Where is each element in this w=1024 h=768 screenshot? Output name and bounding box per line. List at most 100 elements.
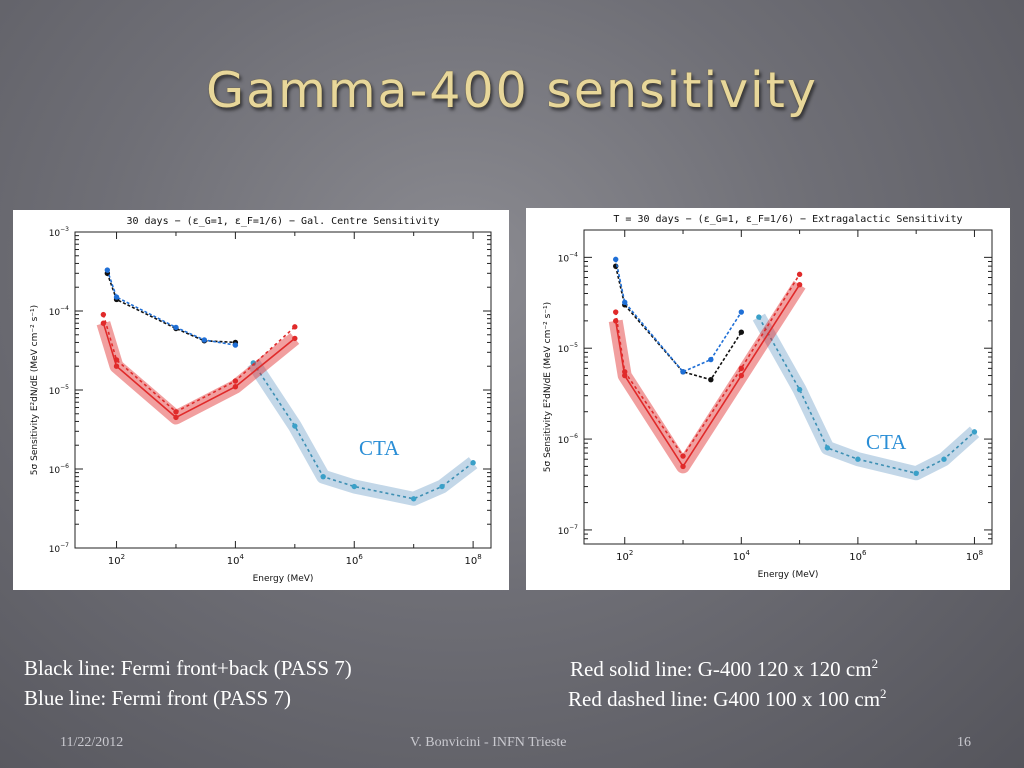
data-point xyxy=(622,372,628,379)
chart-extragalactic: T = 30 days − (ε_G=1, ε_F=1/6) − Extraga… xyxy=(543,214,993,580)
series-g400_120 xyxy=(96,320,300,425)
data-point xyxy=(292,324,298,330)
x-tick-label: 104 xyxy=(227,553,245,567)
data-point xyxy=(104,267,111,273)
data-point xyxy=(351,483,357,490)
data-point xyxy=(100,311,107,318)
data-point xyxy=(113,363,120,369)
data-point xyxy=(680,463,686,470)
series-g400_100 xyxy=(613,271,803,459)
y-tick-label: 10−5 xyxy=(558,342,578,355)
data-point xyxy=(613,256,619,263)
data-point xyxy=(738,309,745,315)
data-point xyxy=(173,409,179,415)
chart-extragalactic-panel: T = 30 days − (ε_G=1, ε_F=1/6) − Extraga… xyxy=(526,208,1010,590)
y-tick-label: 10−6 xyxy=(558,433,578,446)
series-line xyxy=(106,273,236,344)
series-band xyxy=(608,280,806,474)
data-point xyxy=(292,335,298,342)
series-line xyxy=(252,362,474,500)
x-tick-label: 108 xyxy=(966,549,983,563)
y-tick-label: 10−3 xyxy=(49,226,69,239)
footer-author: V. Bonvicini - INFN Trieste xyxy=(410,735,567,750)
data-point xyxy=(439,483,445,490)
chart-title: 30 days − (ε_G=1, ε_F=1/6) − Gal. Centre… xyxy=(126,216,439,227)
series-g400_100 xyxy=(100,311,298,415)
data-point xyxy=(680,453,686,459)
data-point xyxy=(622,369,628,375)
data-point xyxy=(738,365,745,372)
data-point xyxy=(320,473,326,480)
chart-gal-centre-panel: 30 days − (ε_G=1, ε_F=1/6) − Gal. Centre… xyxy=(13,210,509,590)
legend-red-solid-line: Red solid line: G-400 120 x 120 cm2 xyxy=(570,656,878,682)
data-point xyxy=(173,414,179,421)
x-tick-label: 102 xyxy=(108,553,125,567)
slide-title: Gamma-400 sensitivity xyxy=(206,62,818,119)
data-point xyxy=(613,309,619,315)
data-point xyxy=(913,470,919,476)
data-point xyxy=(232,342,239,348)
data-point xyxy=(941,456,947,462)
data-point xyxy=(470,460,476,466)
data-point xyxy=(622,299,628,306)
series-g400_120 xyxy=(608,280,806,474)
data-point xyxy=(680,369,686,375)
y-tick-label: 10−4 xyxy=(49,305,69,318)
data-point xyxy=(113,357,120,363)
y-tick-label: 10−7 xyxy=(49,542,69,555)
x-tick-label: 106 xyxy=(346,553,364,567)
y-axis-label: 5σ Sensitivity E²dN/dE (MeV cm⁻² s⁻¹) xyxy=(30,305,40,475)
data-point xyxy=(738,329,745,335)
legend-red-dashed-line: Red dashed line: G400 100 x 100 cm2 xyxy=(568,686,887,712)
series-fermi_front xyxy=(104,267,239,348)
data-point xyxy=(708,377,714,383)
legend-red-solid-sup: 2 xyxy=(871,656,879,671)
data-point xyxy=(756,314,762,320)
x-tick-label: 102 xyxy=(616,549,633,563)
data-point xyxy=(708,356,714,363)
series-line xyxy=(614,259,742,373)
data-point xyxy=(232,378,239,384)
legend-red-dashed-text: Red dashed line: G400 100 x 100 cm xyxy=(568,687,881,711)
series-cta xyxy=(752,313,980,481)
series-fermi_front xyxy=(613,256,745,375)
data-point xyxy=(738,372,745,379)
cta-annotation: CTA xyxy=(359,436,400,460)
data-point xyxy=(113,294,120,300)
data-point xyxy=(971,429,978,435)
series-cta xyxy=(247,359,478,506)
y-tick-label: 10−7 xyxy=(558,524,578,537)
y-tick-label: 10−5 xyxy=(49,384,69,397)
data-point xyxy=(796,271,803,278)
legend-red-dashed-sup: 2 xyxy=(880,686,887,701)
data-point xyxy=(855,456,861,462)
plot-frame xyxy=(583,229,993,545)
series-fermi_front_back xyxy=(613,263,745,383)
series-line xyxy=(106,269,236,346)
series-band xyxy=(247,359,478,506)
data-point xyxy=(410,496,417,502)
data-point xyxy=(796,282,803,288)
data-point xyxy=(824,445,831,451)
legend-red-solid-text: Red solid line: G-400 120 x 120 cm xyxy=(570,657,872,681)
data-point xyxy=(173,324,179,331)
footer-page-number: 16 xyxy=(957,735,971,750)
legend-blue-line: Blue line: Fermi front (PASS 7) xyxy=(24,686,291,710)
x-tick-label: 104 xyxy=(733,549,751,563)
y-tick-label: 10−4 xyxy=(558,251,578,264)
x-tick-label: 106 xyxy=(849,549,867,563)
data-point xyxy=(292,423,298,429)
y-tick-label: 10−6 xyxy=(49,463,69,476)
x-axis-label: Energy (MeV) xyxy=(758,570,819,580)
footer-date: 11/22/2012 xyxy=(60,735,124,750)
y-axis-label: 5σ Sensitivity E²dN/dE (MeV cm⁻² s⁻¹) xyxy=(543,302,553,472)
data-point xyxy=(201,337,208,343)
legend-black-line: Black line: Fermi front+back (PASS 7) xyxy=(24,656,352,680)
data-point xyxy=(232,384,239,390)
x-tick-label: 108 xyxy=(465,553,482,567)
cta-annotation: CTA xyxy=(866,430,907,454)
series-line xyxy=(614,266,742,381)
data-point xyxy=(796,386,803,393)
series-fermi_front_back xyxy=(104,270,239,346)
chart-title: T = 30 days − (ε_G=1, ε_F=1/6) − Extraga… xyxy=(613,214,962,225)
